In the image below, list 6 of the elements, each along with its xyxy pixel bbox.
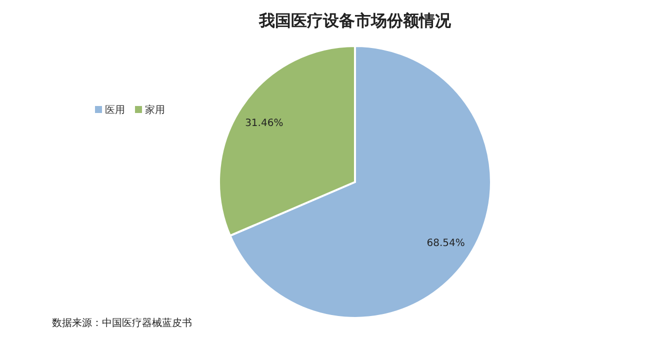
legend-label: 家用 bbox=[145, 104, 165, 116]
legend-label: 医用 bbox=[105, 105, 125, 116]
data-label: 31.46% bbox=[245, 118, 284, 130]
source-note: 数据来源：中国医疗器械蓝皮书 bbox=[52, 317, 192, 329]
data-label: 68.54% bbox=[426, 238, 465, 249]
chart-title: 我国医疗设备市场份额情况 bbox=[258, 11, 452, 30]
